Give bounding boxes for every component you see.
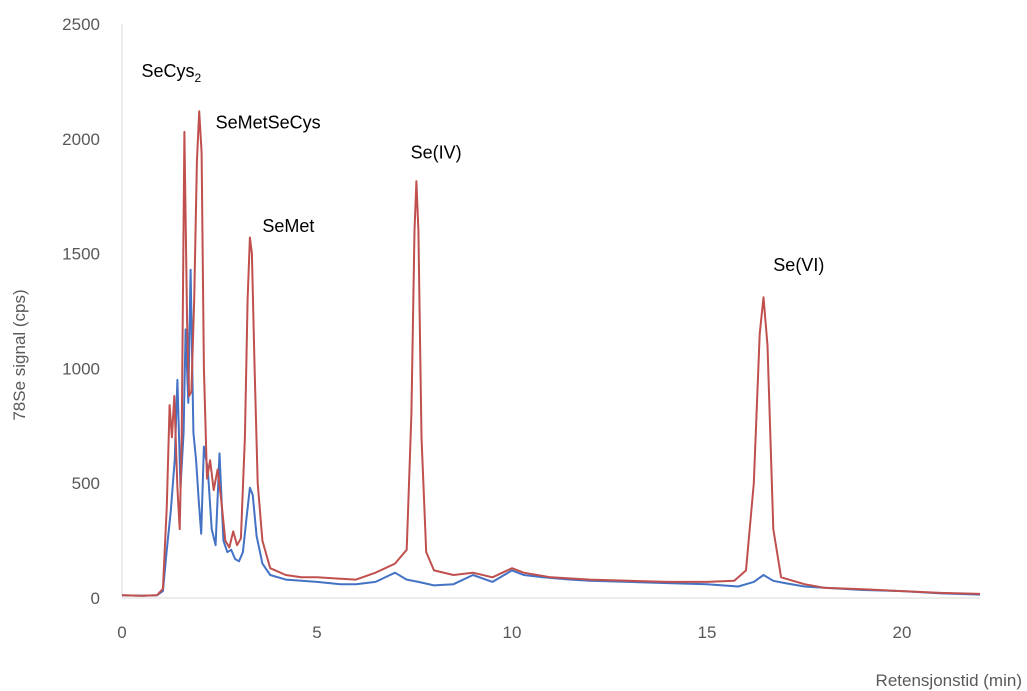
y-tick-label: 2500 [62, 15, 100, 34]
y-tick-label: 2000 [62, 130, 100, 149]
peak-label: SeMet [262, 216, 314, 236]
series-line-1 [121, 268, 981, 597]
x-tick-label: 0 [117, 623, 126, 642]
y-tick-label: 0 [91, 589, 100, 608]
peak-label: Se(VI) [773, 255, 824, 275]
y-tick-label: 500 [72, 474, 100, 493]
x-tick-label: 20 [893, 623, 912, 642]
series-line-2 [121, 110, 981, 597]
y-axis-tick-labels: 0 500 1000 1500 2000 2500 [62, 15, 100, 608]
peak-label: SeMetSeCys [216, 112, 321, 132]
x-axis-tick-labels: 0 5 10 15 20 [117, 623, 911, 642]
y-tick-label: 1500 [62, 245, 100, 264]
peak-label: SeCys2 [142, 61, 202, 85]
x-tick-label: 10 [503, 623, 522, 642]
x-axis-title: Retensjonstid (min) [876, 671, 1022, 690]
peak-label: Se(IV) [411, 142, 462, 162]
peak-annotations: SeCys2 SeMetSeCys SeMet Se(IV) Se(VI) [142, 61, 825, 275]
y-axis-title: 78Se signal (cps) [10, 289, 29, 420]
axes [121, 24, 980, 599]
series-group [121, 110, 981, 597]
x-tick-label: 15 [698, 623, 717, 642]
x-tick-label: 5 [312, 623, 321, 642]
y-tick-label: 1000 [62, 359, 100, 378]
